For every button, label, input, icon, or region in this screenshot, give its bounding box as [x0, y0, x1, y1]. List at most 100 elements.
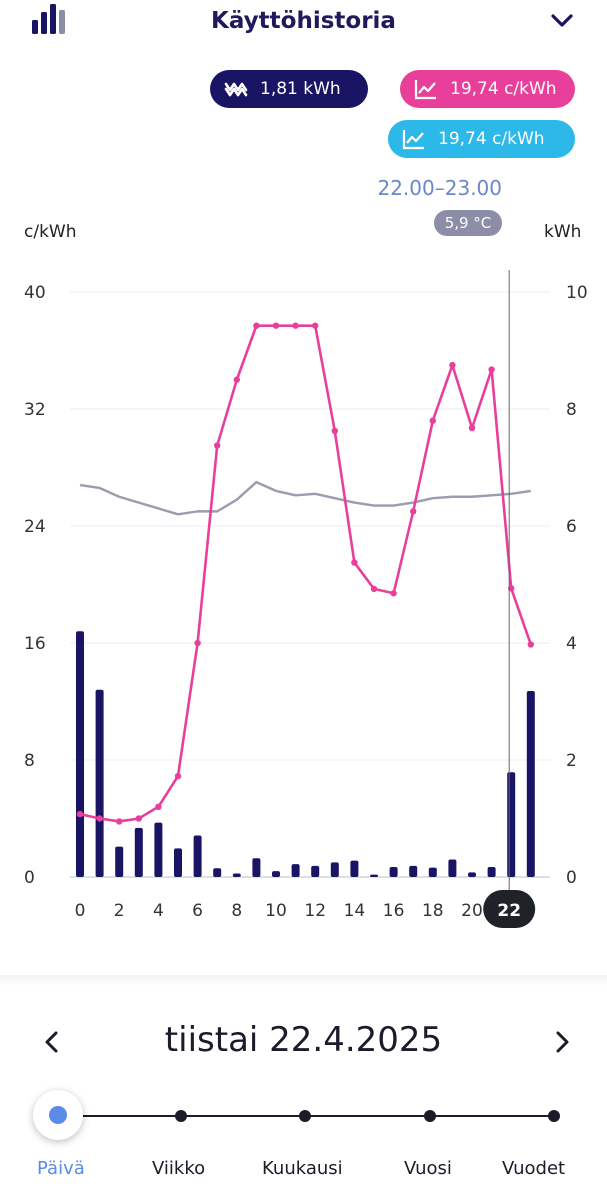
consumption-bar	[232, 873, 241, 877]
consumption-bar	[154, 822, 163, 877]
x-axis-tick: 8	[231, 901, 242, 921]
price-value: 19,74 c/kWh	[450, 79, 557, 99]
consumption-bar	[174, 848, 182, 877]
price-point	[155, 803, 162, 810]
left-axis-tick: 0	[24, 868, 35, 888]
price-secondary-value: 19,74 c/kWh	[438, 129, 545, 149]
consumption-bar	[389, 867, 398, 877]
period-kuukausi[interactable]: Kuukausi	[262, 1158, 343, 1179]
consumption-bar	[507, 772, 516, 877]
consumption-icon	[224, 82, 248, 97]
consumption-bar	[409, 865, 418, 877]
period-vuosi[interactable]: Vuosi	[404, 1158, 452, 1179]
price-secondary-legend-pill[interactable]: 19,74 c/kWh	[388, 120, 575, 158]
x-axis-tick: 0	[75, 901, 86, 921]
price-point	[331, 427, 338, 435]
price-point	[272, 322, 280, 329]
price-point	[96, 815, 103, 822]
consumption-bar	[370, 874, 378, 877]
left-axis-tick: 16	[24, 634, 46, 654]
x-axis-tick: 2	[114, 901, 125, 921]
bar-chart-icon[interactable]	[32, 4, 68, 34]
price-legend-pill[interactable]: 19,74 c/kWh	[400, 70, 575, 108]
x-axis-tick: 16	[383, 901, 405, 921]
consumption-bar	[272, 871, 280, 877]
consumption-bar	[487, 867, 496, 877]
x-axis-tick: 20	[461, 901, 483, 921]
price-point	[390, 590, 397, 597]
price-point	[468, 424, 476, 432]
selected-hour-badge	[483, 890, 536, 928]
consumption-bar	[134, 827, 143, 877]
consumption-bar	[291, 864, 300, 877]
price-point	[253, 322, 260, 329]
consumption-bar	[428, 867, 437, 877]
x-axis-tick: 18	[422, 901, 444, 921]
date-panel	[0, 985, 607, 1200]
top-bar: Käyttöhistoria	[0, 0, 607, 50]
panel-divider	[0, 975, 607, 987]
slider-stop-kuukausi[interactable]	[299, 1110, 311, 1122]
period-viikko[interactable]: Viikko	[152, 1158, 206, 1179]
price-point	[410, 508, 417, 515]
left-axis-tick: 24	[24, 517, 46, 537]
slider-stop-vuodet[interactable]	[548, 1110, 560, 1122]
selected-date: tiistai 22.4.2025	[164, 1020, 443, 1060]
period-paiva[interactable]: Päivä	[37, 1158, 85, 1179]
previous-day-button[interactable]	[40, 1028, 64, 1056]
period-vuodet[interactable]: Vuodet	[502, 1158, 566, 1179]
left-axis-tick: 8	[24, 751, 35, 771]
x-axis-tick: 10	[265, 901, 287, 921]
consumption-bar	[115, 846, 124, 877]
consumption-bar	[350, 860, 359, 877]
temperature-badge: 5,9 °C	[434, 210, 502, 236]
price-point	[233, 376, 240, 383]
price-point	[174, 772, 182, 780]
consumption-bar	[330, 862, 339, 877]
x-axis-tick: 12	[304, 901, 326, 921]
chevron-down-icon[interactable]	[548, 10, 576, 32]
temperature-line	[79, 480, 531, 516]
price-point	[312, 322, 319, 329]
price-point	[214, 442, 221, 449]
consumption-bar	[213, 868, 222, 877]
next-day-button[interactable]	[550, 1028, 574, 1056]
price-point	[488, 366, 495, 373]
consumption-bar	[193, 835, 202, 877]
price-point	[449, 361, 456, 369]
consumption-bar	[448, 859, 457, 877]
price-point	[194, 639, 201, 647]
consumption-legend-pill[interactable]: 1,81 kWh	[210, 70, 368, 108]
consumption-bar	[526, 690, 535, 877]
consumption-bar	[311, 865, 320, 877]
x-axis-tick: 4	[153, 901, 164, 921]
right-axis-tick: 10	[566, 283, 588, 303]
price-point	[429, 417, 436, 424]
period-slider-knob[interactable]	[33, 1090, 83, 1140]
left-axis-tick: 40	[24, 283, 46, 303]
consumption-bar	[95, 689, 104, 877]
consumption-value: 1,81 kWh	[260, 79, 341, 99]
page-title: Käyttöhistoria	[211, 8, 396, 34]
price-point	[135, 815, 142, 822]
consumption-bar	[468, 872, 476, 877]
x-axis-tick: 14	[344, 901, 366, 921]
price-line	[79, 324, 533, 823]
right-axis-unit: kWh	[544, 222, 582, 242]
price-point	[351, 559, 358, 566]
selected-time-range: 22.00–23.00	[377, 176, 502, 200]
slider-stop-viikko[interactable]	[175, 1110, 187, 1122]
right-axis-tick: 2	[566, 751, 577, 771]
slider-stop-vuosi[interactable]	[424, 1110, 436, 1122]
x-axis-tick: 6	[192, 901, 203, 921]
selected-hour-label: 22	[497, 901, 521, 921]
left-axis-unit: c/kWh	[24, 222, 77, 242]
price-point	[292, 322, 299, 329]
right-axis-tick: 8	[566, 400, 577, 420]
left-axis-tick: 32	[24, 400, 46, 420]
price-point	[370, 585, 378, 593]
consumption-bar	[252, 858, 261, 877]
right-axis-tick: 0	[566, 868, 577, 888]
consumption-bar	[76, 631, 84, 877]
